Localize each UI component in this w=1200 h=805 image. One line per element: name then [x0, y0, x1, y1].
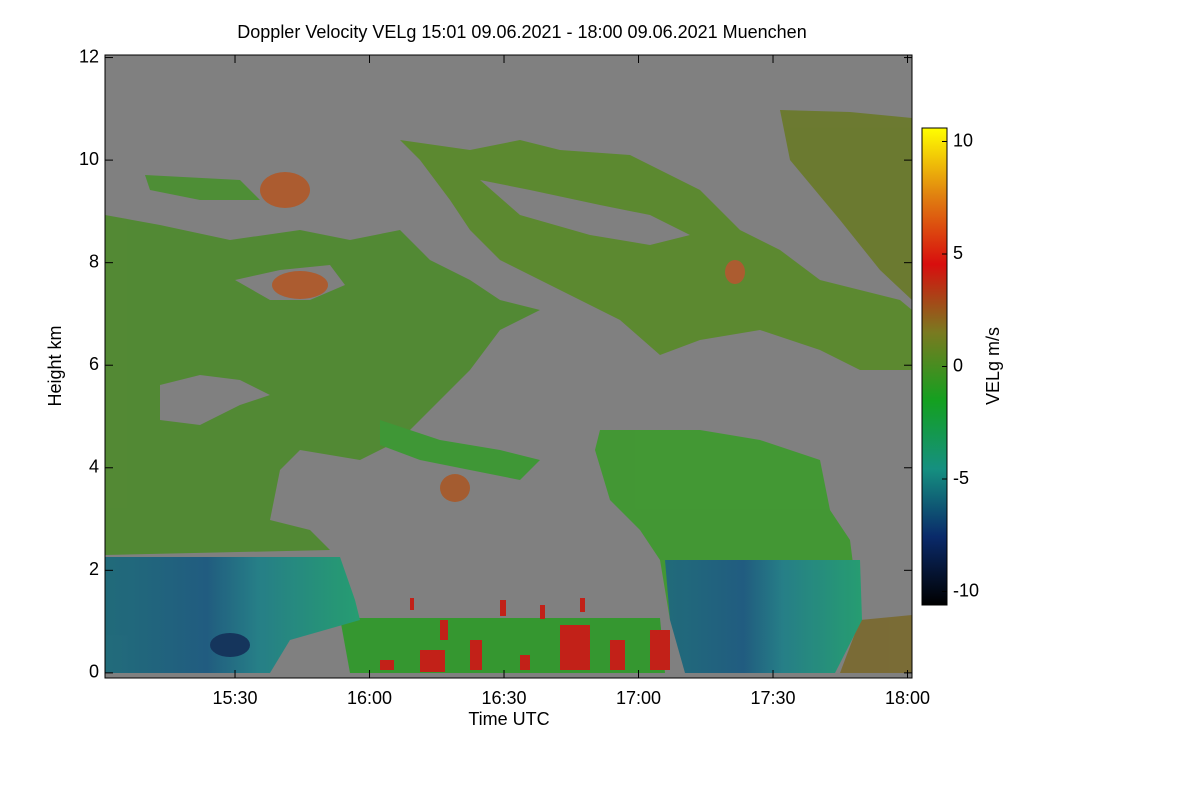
x-axis-label: Time UTC: [468, 709, 549, 729]
x-tick-label: 18:00: [885, 688, 930, 708]
colorbar-tick-label: -5: [953, 468, 969, 488]
plot-frame: [104, 54, 913, 679]
chart-title: Doppler Velocity VELg 15:01 09.06.2021 -…: [237, 22, 806, 42]
colorbar-tick-label: -10: [953, 580, 979, 600]
x-tick-label: 16:00: [347, 688, 392, 708]
y-tick-label: 4: [89, 457, 99, 477]
colorbar-tick-label: 0: [953, 355, 963, 375]
y-tick-label: 2: [89, 559, 99, 579]
x-tick-label: 17:30: [750, 688, 795, 708]
x-tick-label: 17:00: [616, 688, 661, 708]
colorbar-tick-label: 5: [953, 243, 963, 263]
heatmap: [104, 54, 913, 679]
colorbar-tick-label: 10: [953, 130, 973, 150]
x-tick-label: 15:30: [212, 688, 257, 708]
y-axis-label: Height km: [45, 325, 65, 406]
y-tick-label: 0: [89, 662, 99, 682]
x-tick-label: 16:30: [481, 688, 526, 708]
y-tick-label: 10: [79, 149, 99, 169]
velocity-field: [105, 110, 912, 673]
y-tick-label: 8: [89, 251, 99, 271]
y-tick-label: 12: [79, 46, 99, 66]
y-tick-label: 6: [89, 354, 99, 374]
colorbar-label: VELg m/s: [983, 327, 1003, 405]
